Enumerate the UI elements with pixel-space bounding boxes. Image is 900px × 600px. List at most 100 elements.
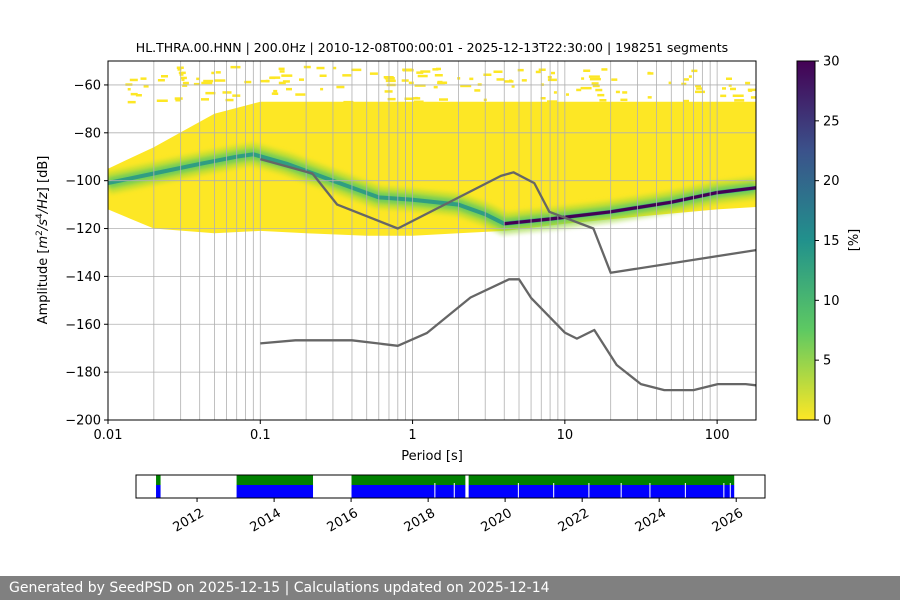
y-axis-label-part: 4 (35, 213, 45, 219)
colorbar-tick-label: 15 (823, 234, 840, 249)
density-speckle (535, 70, 541, 74)
density-speckle (591, 82, 599, 85)
y-tick-label: −160 (65, 318, 101, 333)
footer-text: Generated by SeedPSD on 2025-12-15 | Cal… (9, 580, 550, 596)
density-speckle (201, 81, 213, 85)
y-axis-label-part: / (36, 224, 51, 231)
density-speckle (695, 90, 705, 94)
density-speckle (668, 81, 672, 85)
density-speckle (722, 87, 726, 90)
density-speckle (130, 92, 138, 96)
density-speckle (622, 91, 628, 94)
y-axis-label-part: ] [dB] (36, 156, 51, 193)
density-speckle (265, 79, 269, 83)
density-speckle (538, 68, 546, 71)
density-speckle (599, 99, 607, 102)
y-axis-label-part: m (36, 236, 51, 249)
density-speckle (129, 78, 138, 82)
density-speckle (282, 80, 290, 83)
density-speckle (143, 85, 149, 88)
density-speckle (696, 87, 703, 90)
timeline-gap (684, 483, 686, 498)
y-tick-label: −140 (65, 270, 101, 285)
density-speckle (387, 97, 396, 101)
density-speckle (414, 96, 418, 100)
density-speckle (333, 66, 337, 70)
timeline-tick-label: 2020 (479, 506, 515, 536)
y-axis-label-part: Amplitude [ (36, 249, 51, 325)
density-speckle (647, 72, 654, 75)
grid-lines (108, 61, 756, 420)
density-speckle (178, 71, 186, 75)
y-axis-label-part: 2 (35, 230, 45, 236)
colorbar-tick-label: 0 (823, 414, 831, 429)
y-tick-label: −80 (74, 126, 101, 141)
density-speckle (127, 88, 131, 91)
x-axis-label: Period [s] (401, 449, 463, 464)
density-speckle (437, 81, 445, 85)
psd-plot-area (108, 61, 756, 420)
timeline-segment-top (236, 475, 314, 485)
y-tick-label: −180 (65, 366, 101, 381)
density-speckle (417, 74, 428, 78)
density-speckle (161, 75, 168, 78)
timeline-tick-label: 2018 (402, 506, 438, 536)
density-speckle (127, 100, 136, 104)
density-speckle (278, 81, 286, 85)
timeline-segment-bottom (468, 485, 735, 498)
noise-model-line (260, 278, 756, 392)
density-speckle (273, 89, 278, 93)
density-speckle (316, 66, 325, 70)
density-speckle (420, 70, 431, 73)
density-speckle (469, 77, 474, 81)
density-speckle (351, 68, 362, 72)
density-speckle (581, 77, 585, 80)
density-speckle (547, 78, 557, 82)
timeline-tick-label: 2016 (325, 506, 361, 536)
density-speckle (416, 71, 424, 74)
density-speckle (336, 85, 345, 89)
density-speckle (369, 72, 378, 75)
density-peak (504, 186, 756, 226)
density-speckle (180, 76, 187, 80)
noise-model-curves (259, 157, 756, 392)
density-speckle (385, 79, 396, 83)
x-axis-ticks: 0.01 0.1 1 10 100 (94, 420, 730, 443)
density-speckle (588, 75, 600, 78)
density-speckle (601, 68, 608, 71)
timeline-frame (135, 474, 766, 499)
density-speckle (611, 78, 618, 81)
density-speckle (460, 84, 472, 88)
density-speckle (509, 79, 512, 83)
density-speckle (286, 87, 292, 91)
chart-title: HL.THRA.00.HNN | 200.0Hz | 2010-12-08T00… (136, 40, 728, 55)
density-speckle (583, 69, 591, 72)
density-speckle (225, 98, 234, 102)
density-speckle (597, 93, 605, 97)
x-tick-label: 100 (705, 428, 730, 443)
y-tick-label: −100 (65, 174, 101, 189)
timeline-segment-bottom (236, 485, 314, 498)
data-availability-timeline: 2012 2014 2016 2018 2020 2022 2024 2026 (135, 474, 766, 536)
density-speckle (408, 81, 414, 85)
density-speckle (271, 92, 277, 95)
density-speckle (589, 77, 601, 81)
timeline-gap (434, 483, 436, 498)
density-speckle (179, 73, 184, 76)
density-speckle (745, 81, 751, 85)
density-speckle (726, 77, 732, 80)
density-speckle (222, 91, 232, 94)
density-speckle (730, 87, 736, 91)
colorbar-ticks: 0 5 10 15 20 25 30 (815, 55, 840, 429)
timeline-gap (620, 483, 622, 498)
timeline-gap (588, 483, 590, 498)
density-speckle (576, 88, 582, 92)
density-speckle (580, 86, 592, 90)
density-speckle (281, 74, 293, 77)
density-speckle (214, 79, 226, 82)
density-speckle (196, 77, 200, 81)
timeline-gap (729, 483, 731, 498)
footer-bar: Generated by SeedPSD on 2025-12-15 | Cal… (0, 576, 900, 600)
density-speckle (433, 85, 438, 89)
colorbar-tick-label: 25 (823, 114, 840, 129)
